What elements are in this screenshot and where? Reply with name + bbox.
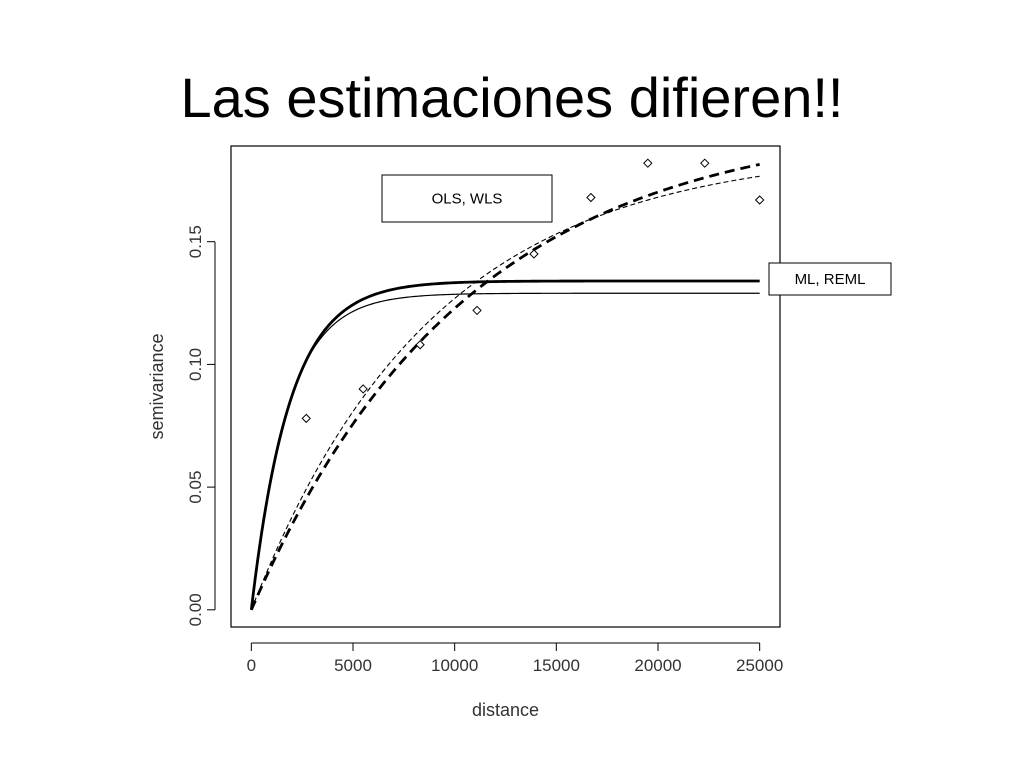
data-point xyxy=(415,340,425,350)
x-tick-label: 20000 xyxy=(634,656,681,675)
model-curve-4 xyxy=(250,175,760,611)
data-point xyxy=(586,192,596,203)
points-layer xyxy=(301,158,765,424)
model-curve-3 xyxy=(250,163,760,611)
data-point xyxy=(301,413,311,424)
y-axis-label: semivariance xyxy=(147,333,167,439)
model-curve-2 xyxy=(250,292,760,610)
annotation-label-2: ML, REML xyxy=(795,271,866,288)
annotation-label-1: OLS, WLS xyxy=(432,191,503,208)
annotations-layer: OLS, WLS ML, REML xyxy=(381,174,892,296)
data-point xyxy=(700,158,710,168)
x-tick-label: 0 xyxy=(247,656,256,675)
x-tick-label: 15000 xyxy=(533,656,580,675)
annotation-box-1 xyxy=(381,174,553,223)
x-axis-label: distance xyxy=(472,700,539,720)
y-tick-label: 0.05 xyxy=(186,471,205,504)
curves-layer xyxy=(249,163,760,611)
axes-layer: 0 5000 10000 15000 20000 25000 0.00 0.05 0.10 0.1… xyxy=(186,145,783,675)
data-point xyxy=(529,249,539,259)
x-tick-label: 10000 xyxy=(431,656,478,675)
data-point xyxy=(643,158,653,168)
slide-title: Las estimaciones difieren!! xyxy=(180,66,844,129)
plot-frame xyxy=(230,145,781,628)
data-point xyxy=(472,305,482,316)
data-point xyxy=(358,384,368,394)
y-tick-label: 0.00 xyxy=(186,593,205,626)
y-tick-label: 0.10 xyxy=(186,348,205,381)
data-point xyxy=(754,195,765,205)
x-tick-label: 5000 xyxy=(334,656,372,675)
annotation-box-2 xyxy=(768,262,892,296)
x-tick-label: 25000 xyxy=(736,656,783,675)
y-tick-label: 0.15 xyxy=(186,225,205,258)
model-curve-1 xyxy=(249,279,760,610)
